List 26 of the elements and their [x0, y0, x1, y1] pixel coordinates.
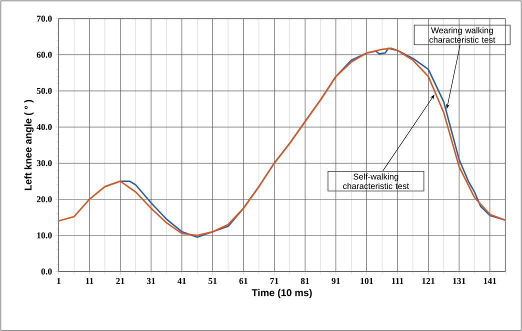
x-tick-label: 41: [178, 278, 186, 284]
y-tick-label: 50.0: [36, 88, 52, 94]
y-tick-label: 60.0: [36, 52, 52, 58]
x-tick-label: 81: [300, 278, 310, 284]
y-axis-title: Left knee angle ( ° ): [24, 100, 34, 190]
y-tick-label: 30.0: [36, 160, 52, 166]
x-tick-label: 11: [86, 278, 94, 284]
x-tick-label: 51: [208, 278, 217, 284]
x-tick-label: 1: [57, 278, 60, 284]
x-tick-label: 71: [270, 278, 278, 284]
x-tick-label: 61: [239, 278, 248, 284]
x-tick-label: 101: [360, 278, 373, 284]
x-tick-label: 131: [453, 278, 466, 284]
x-axis-title: Time (10 ms): [252, 288, 312, 298]
y-tick-label: 70.0: [36, 16, 52, 22]
y-tick-label: 0.0: [41, 268, 52, 274]
x-tick-label: 111: [392, 278, 404, 284]
y-tick-label: 40.0: [36, 124, 52, 130]
y-tick-label: 10.0: [37, 232, 52, 238]
x-tick-label: 31: [146, 278, 156, 284]
annotation: Wearing walking characteristic test: [429, 27, 496, 43]
x-tick-label: 91: [332, 278, 340, 284]
x-tick-label: 141: [484, 278, 496, 284]
y-tick-label: 20.0: [36, 196, 52, 202]
x-tick-label: 121: [422, 278, 435, 284]
x-tick-label: 21: [116, 278, 124, 284]
